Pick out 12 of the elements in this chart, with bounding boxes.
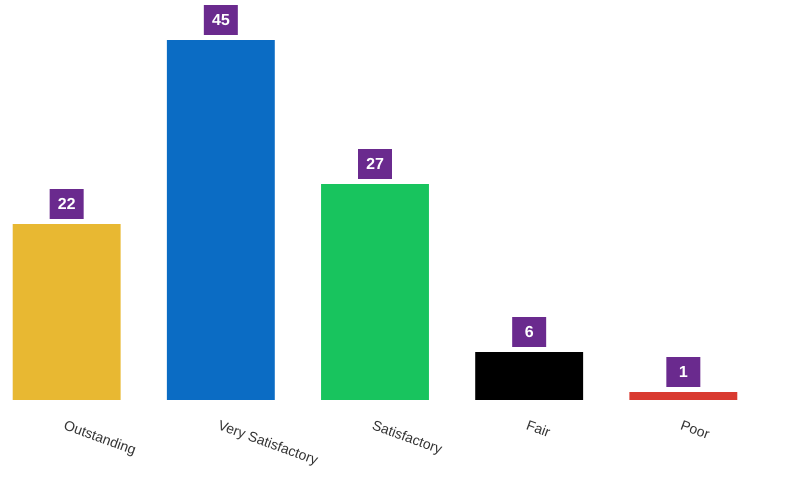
data-label: 27 (366, 156, 384, 173)
data-label: 45 (212, 12, 230, 29)
bar (321, 184, 429, 400)
data-label: 22 (58, 196, 76, 213)
bar (12, 224, 121, 400)
bar (475, 352, 584, 400)
data-label: 6 (524, 324, 534, 341)
data-label: 1 (678, 364, 688, 381)
bar (166, 40, 275, 400)
bar (629, 392, 738, 400)
x-tick-label: Fair (524, 416, 553, 440)
x-tick-label: Poor (678, 416, 712, 442)
